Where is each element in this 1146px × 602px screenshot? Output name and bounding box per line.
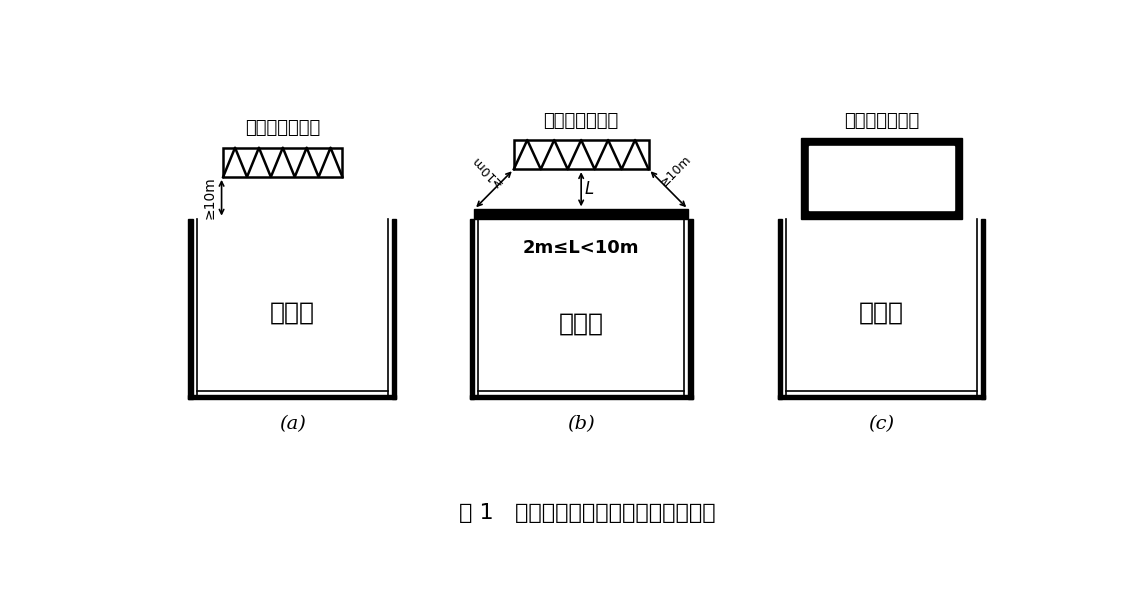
Text: 除尘器或过滤器: 除尘器或过滤器 [543, 112, 619, 130]
Text: ≥10m: ≥10m [658, 153, 694, 189]
Text: 除尘器或过滤器: 除尘器或过滤器 [843, 112, 919, 130]
Text: 图 1   除尘器或过滤器的平面布置示意图: 图 1 除尘器或过滤器的平面布置示意图 [460, 503, 715, 523]
Bar [470, 395, 693, 400]
Text: (c): (c) [869, 415, 895, 433]
Bar [809, 146, 953, 210]
Text: 主厂房: 主厂房 [270, 300, 315, 324]
Bar [392, 219, 397, 400]
Text: ≥10m: ≥10m [468, 153, 504, 189]
Bar [801, 138, 963, 219]
Bar [188, 395, 397, 400]
Bar [981, 219, 986, 400]
Bar [513, 140, 649, 169]
Text: 主厂房: 主厂房 [860, 300, 904, 324]
Bar [470, 219, 474, 400]
Text: 主厂房: 主厂房 [558, 311, 604, 335]
Bar [815, 152, 948, 204]
Text: ≥10m: ≥10m [203, 176, 217, 219]
Text: 2m≤L<10m: 2m≤L<10m [523, 239, 639, 257]
Text: (a): (a) [278, 415, 306, 433]
Bar [474, 209, 689, 219]
Bar [689, 219, 693, 400]
Bar [777, 219, 782, 400]
Bar [223, 147, 343, 177]
Text: L: L [584, 180, 595, 198]
Text: 除尘器或过滤器: 除尘器或过滤器 [245, 119, 321, 137]
Bar [777, 395, 986, 400]
Text: (b): (b) [567, 415, 595, 433]
Bar [188, 219, 193, 400]
